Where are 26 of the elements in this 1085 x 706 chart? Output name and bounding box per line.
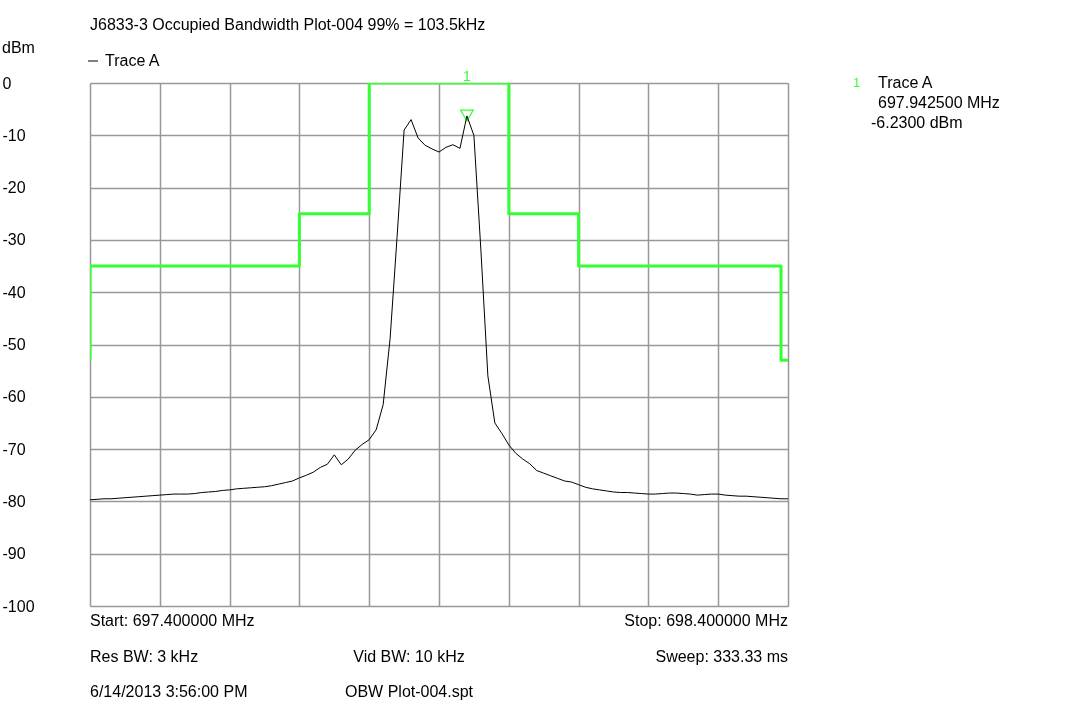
text: Vid BW: 10 kHz [353, 648, 465, 665]
y-tick-label: -10 [2, 126, 26, 144]
y-tick-label: -70 [2, 440, 26, 458]
y-tick-label: -20 [2, 179, 26, 197]
chart-title: J6833-3 Occupied Bandwidth Plot-004 99% = 103.5kHz [90, 16, 486, 33]
y-tick-label: 0 [2, 74, 12, 92]
y-tick-label: -100 [2, 597, 35, 615]
y-tick-label: -60 [2, 388, 26, 406]
legend-label: Trace A [105, 52, 160, 69]
text: Trace A [878, 74, 933, 91]
text: Sweep: 333.33 ms [655, 648, 788, 665]
text: Start: 697.400000 MHz [90, 612, 255, 629]
text: 697.942500 MHz [878, 94, 1000, 111]
y-tick-label: -50 [2, 336, 26, 353]
text: 6/14/2013 3:56:00 PM [90, 683, 248, 700]
y-axis-title: dBm [2, 39, 35, 56]
y-tick-label: -90 [2, 545, 26, 563]
text: Res BW: 3 kHz [90, 648, 199, 665]
y-tick-label: -30 [2, 231, 26, 249]
y-tick-label: -80 [2, 492, 26, 510]
text: OBW Plot-004.spt [344, 683, 474, 700]
annotation: 1 [463, 68, 472, 84]
text: -6.2300 dBm [871, 114, 963, 131]
y-tick-label: -40 [2, 283, 26, 301]
text: Stop: 698.400000 MHz [624, 612, 788, 629]
text: 1 [853, 75, 861, 90]
